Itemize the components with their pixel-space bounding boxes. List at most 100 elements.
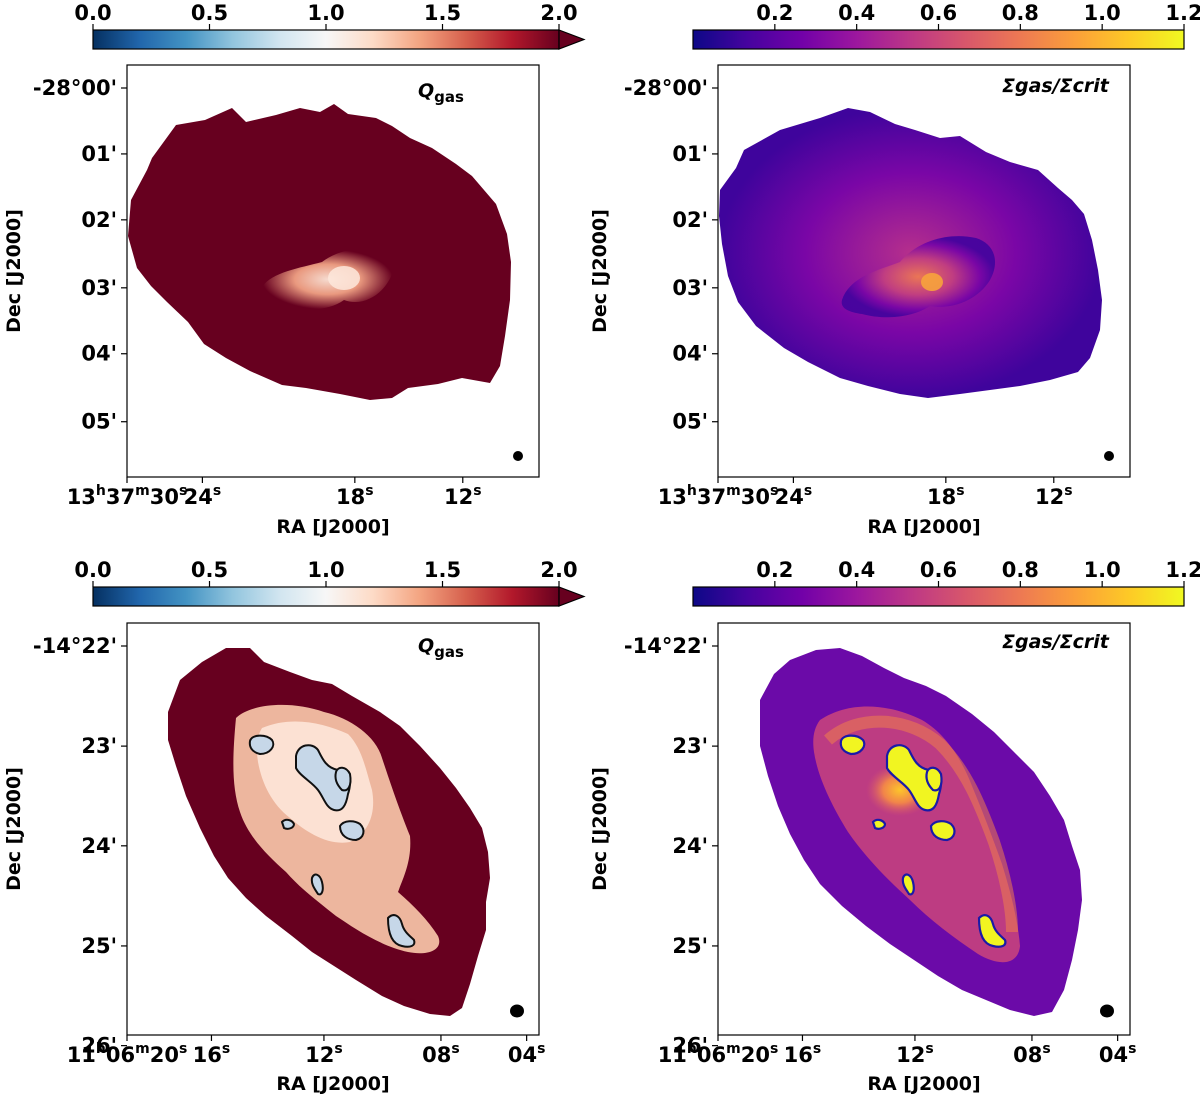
contour-2 [885,744,942,812]
x-tick-label: 13h37m30s [658,483,779,509]
y-tick-label: 04' [81,342,117,366]
colorbar-tick-label: 0.4 [838,558,875,582]
colorbar-tick-label: 1.2 [1165,1,1200,25]
x-tick-label: 12s [305,1041,343,1067]
colorbar-tick-label: 0.2 [756,558,793,582]
y-axis-label: Dec [J2000] [589,767,611,891]
x-tick-label: 12s [896,1041,934,1067]
y-tick-label: 24' [672,834,708,858]
y-tick-label: 26' [672,1034,708,1058]
contour-3 [334,766,352,792]
panel-bottom-right: 0.2 0.4 0.6 0.8 1.0 1.2 11h06m20s 16s 12s 08s 04s… [589,558,1200,1095]
colorbar-tick-label: 0.0 [74,558,111,582]
y-tick-label: -14°22' [33,634,117,658]
colorbar-tick-label: 0.4 [838,1,875,25]
colorbar-tick-label: 0.6 [920,1,957,25]
colorbar-tick-label: 0.5 [191,558,228,582]
colorbar-bar [92,586,560,607]
contour-7 [386,914,416,948]
x-axis-label: RA [J2000] [276,1073,389,1095]
colorbar-tick-label: 1.0 [1084,1,1121,25]
galaxy-map [128,104,511,400]
annotation-sub: gas [434,643,464,661]
y-axis-label: Dec [J2000] [3,209,25,333]
x-tick-label: 24s [775,483,813,509]
colorbar-extend-arrow [558,29,586,50]
contour-4 [929,820,956,842]
colorbar-tick-label: 1.5 [424,1,461,25]
x-tick-label: 08s [1013,1041,1051,1067]
contour-5 [871,818,887,830]
panel-annotation: Qgas [418,80,464,106]
y-tick-label: 03' [672,276,708,300]
colorbar-tick-label: 1.0 [307,558,344,582]
y-axis-label: Dec [J2000] [589,209,611,333]
galaxy-center-region [262,249,393,310]
y-tick-label: 02' [672,208,708,232]
colorbar-tick-label: 0.6 [920,558,957,582]
colorbar-tick-label: 0.5 [191,1,228,25]
panel-annotation: Σgas/Σcrit [1002,75,1110,97]
colorbar-top-left: 0.0 0.5 1.0 1.5 2.0 [74,1,586,50]
y-tick-label: -14°22' [624,634,708,658]
colorbar-bottom-right: 0.2 0.4 0.6 0.8 1.0 1.2 [692,558,1200,607]
colorbar-tick-label: 1.0 [1084,558,1121,582]
colorbar-bar [92,29,560,50]
annotation-sub: gas [434,88,464,106]
contour-1 [839,734,866,756]
x-tick-label: 12s [1035,483,1073,509]
galaxy-inner-region [813,706,1020,963]
colorbar-tick-label: 0.2 [756,1,793,25]
y-tick-label: -28°00' [624,76,708,100]
y-tick-label: 05' [81,410,117,434]
y-tick-label: 23' [672,734,708,758]
y-axis-label: Dec [J2000] [3,767,25,891]
x-axis-label: RA [J2000] [276,516,389,538]
x-tick-label: 04s [508,1041,546,1067]
x-tick-label: 24s [184,483,222,509]
galaxy-center-region [841,236,996,318]
contours [248,734,416,948]
galaxy-center-peak [921,273,943,291]
colorbar-tick-label: 0.0 [74,1,111,25]
x-axis-label: RA [J2000] [867,516,980,538]
x-tick-label: 11h06m20s [67,1041,188,1067]
y-tick-label: 23' [81,734,117,758]
panel-bottom-left: 0.0 0.5 1.0 1.5 2.0 11h06m20s 16s 12s 08s 04s -1… [3,558,586,1095]
colorbar-tick-label: 1.2 [1165,558,1200,582]
x-tick-label: 04s [1099,1041,1137,1067]
colorbar-tick-label: 2.0 [540,558,577,582]
y-tick-label: 26' [81,1034,117,1058]
colorbar-tick-label: 0.8 [1002,558,1039,582]
contour-4 [338,820,365,842]
y-tick-label: 05' [672,410,708,434]
x-axis-label: RA [J2000] [867,1073,980,1095]
y-tick-label: 04' [672,342,708,366]
galaxy-ring [824,715,1018,933]
contour-3 [925,766,943,792]
y-tick-label: 03' [81,276,117,300]
contour-6 [901,873,915,896]
x-tick-label: 13h37m30s [67,483,188,509]
contours [839,734,1007,948]
contour-1 [248,734,275,756]
y-tick-label: -28°00' [33,76,117,100]
contour-7 [977,914,1007,948]
colorbar-bar [692,586,1185,607]
x-tick-label: 18s [927,483,965,509]
colorbar-bottom-left: 0.0 0.5 1.0 1.5 2.0 [74,558,586,607]
panel-annotation: Σgas/Σcrit [1002,631,1110,653]
panel-annotation: Qgas [418,635,464,661]
colorbar-bar [692,29,1185,50]
contour-2 [295,744,351,812]
y-tick-label: 25' [672,934,708,958]
colorbar-tick-label: 1.0 [307,1,344,25]
colorbar-top-right: 0.2 0.4 0.6 0.8 1.0 1.2 [692,1,1200,50]
y-tick-label: 01' [81,142,117,166]
contour-6 [310,873,324,896]
x-tick-label: 16s [784,1041,822,1067]
y-tick-label: 02' [81,208,117,232]
